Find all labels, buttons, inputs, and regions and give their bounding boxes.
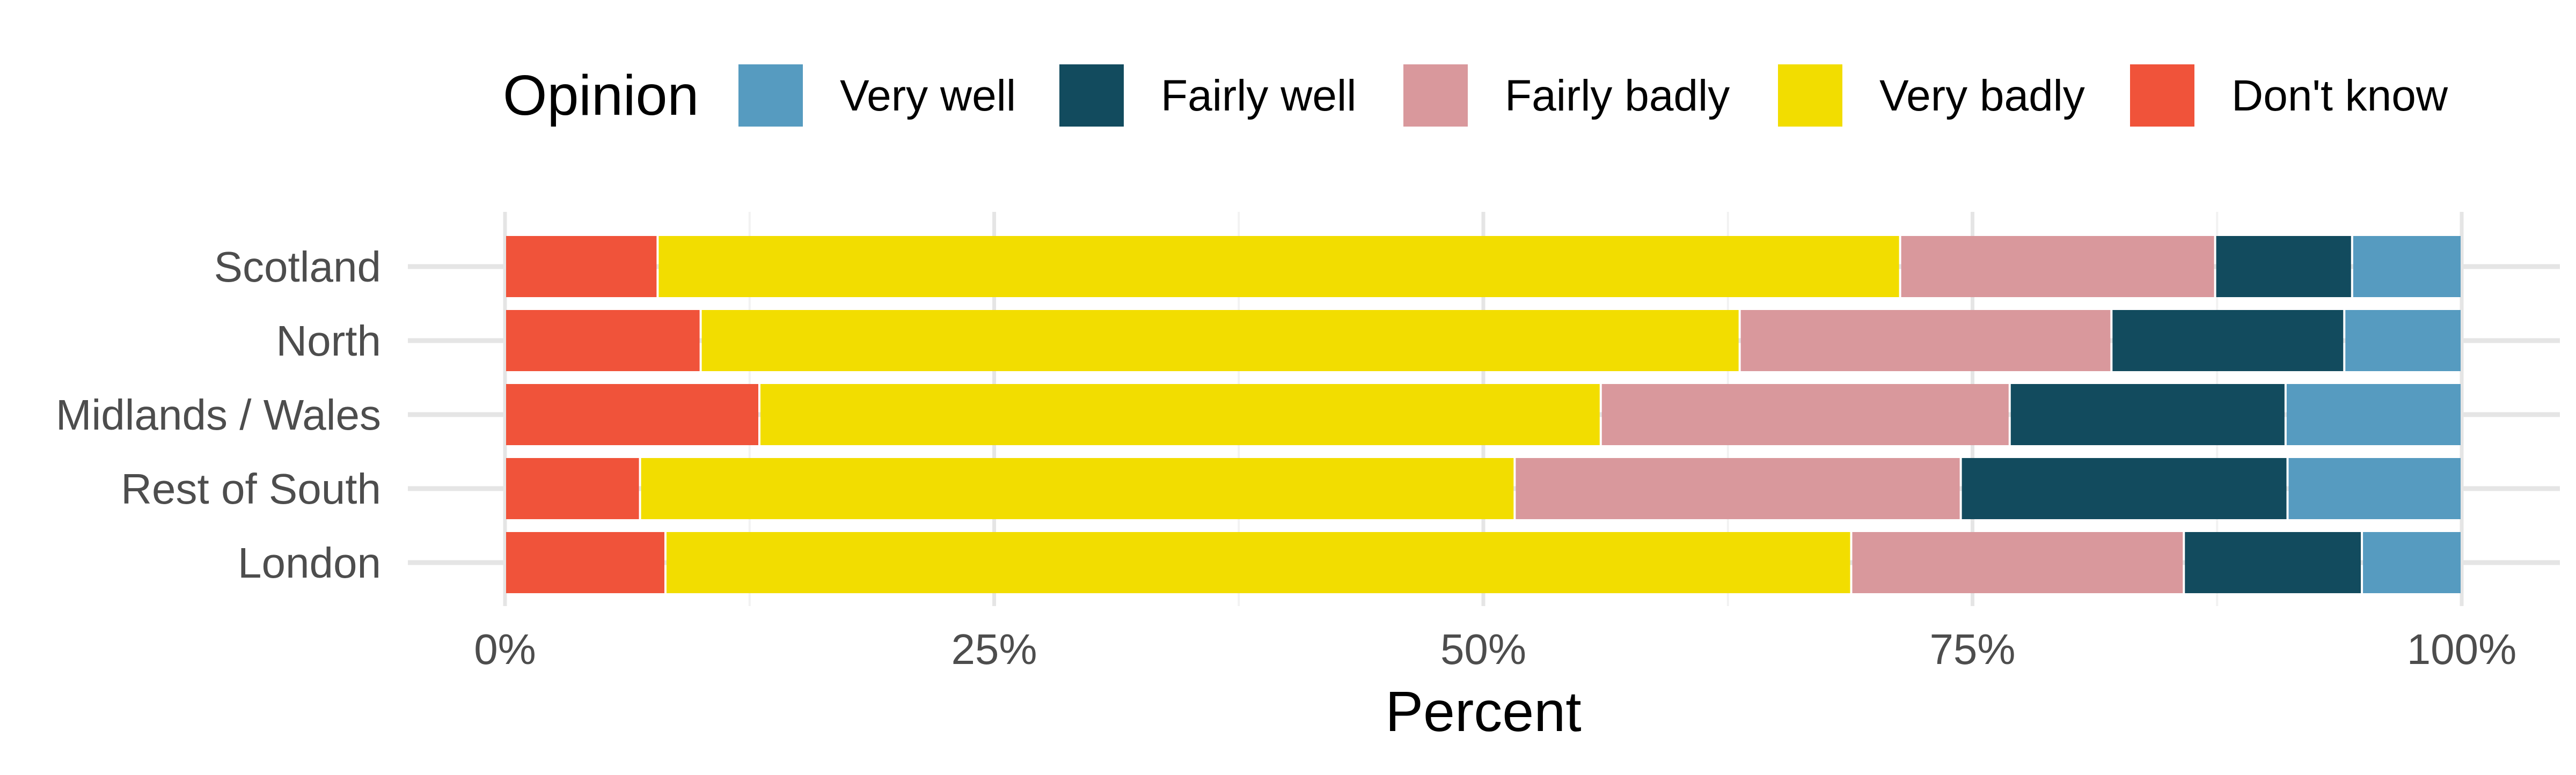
bar-segment — [641, 458, 1514, 519]
x-tick-label: 25% — [951, 625, 1037, 673]
bar-segment — [506, 532, 664, 593]
bar-segment — [506, 236, 657, 297]
legend-label: Very badly — [1879, 71, 2085, 120]
x-tick-label: 100% — [2407, 625, 2517, 673]
bar-segment — [2288, 458, 2461, 519]
x-tick-label: 50% — [1440, 625, 1526, 673]
bar-segment — [658, 236, 1899, 297]
bar-segment — [2345, 310, 2461, 371]
bar-segment — [2286, 384, 2461, 445]
axes: Percent Scotland North Midlands / Wales Res… — [56, 243, 2516, 743]
bars — [506, 236, 2461, 593]
legend-label: Fairly well — [1161, 71, 1356, 120]
bar-segment — [1516, 458, 1960, 519]
bar-segment — [1740, 310, 2111, 371]
bar-segment — [1601, 384, 2009, 445]
legend-key — [738, 64, 803, 127]
legend-key — [1403, 64, 1468, 127]
bar-segment — [2185, 532, 2361, 593]
legend-label: Fairly badly — [1505, 71, 1730, 120]
bar-segment — [1901, 236, 2214, 297]
legend-key — [2130, 64, 2194, 127]
x-tick-label: 0% — [474, 625, 536, 673]
bar-segment — [2363, 532, 2461, 593]
bar-segment — [2112, 310, 2344, 371]
y-tick-label: Rest of South — [121, 465, 381, 513]
y-tick-label: Midlands / Wales — [56, 391, 381, 439]
x-axis-title: Percent — [1385, 680, 1581, 743]
bar-segment — [506, 384, 758, 445]
bar-segment — [760, 384, 1600, 445]
legend-label: Don't know — [2231, 71, 2448, 120]
legend-key — [1059, 64, 1124, 127]
legend-key — [1778, 64, 1842, 127]
y-tick-label: North — [276, 317, 381, 365]
bar-segment — [701, 310, 1739, 371]
legend-title: Opinion — [503, 64, 699, 127]
bar-segment — [1962, 458, 2287, 519]
bar-segment — [1852, 532, 2183, 593]
bar-segment — [2010, 384, 2285, 445]
bar-segment — [2216, 236, 2351, 297]
bar-segment — [666, 532, 1850, 593]
y-tick-label: London — [238, 539, 381, 587]
bar-segment — [506, 310, 700, 371]
y-tick-label: Scotland — [214, 243, 381, 291]
x-tick-label: 75% — [1929, 625, 2015, 673]
legend-label: Very well — [840, 71, 1016, 120]
bar-segment — [2353, 236, 2461, 297]
bar-segment — [506, 458, 639, 519]
legend: Opinion Very well Fairly well Fairly badly… — [503, 64, 2448, 127]
